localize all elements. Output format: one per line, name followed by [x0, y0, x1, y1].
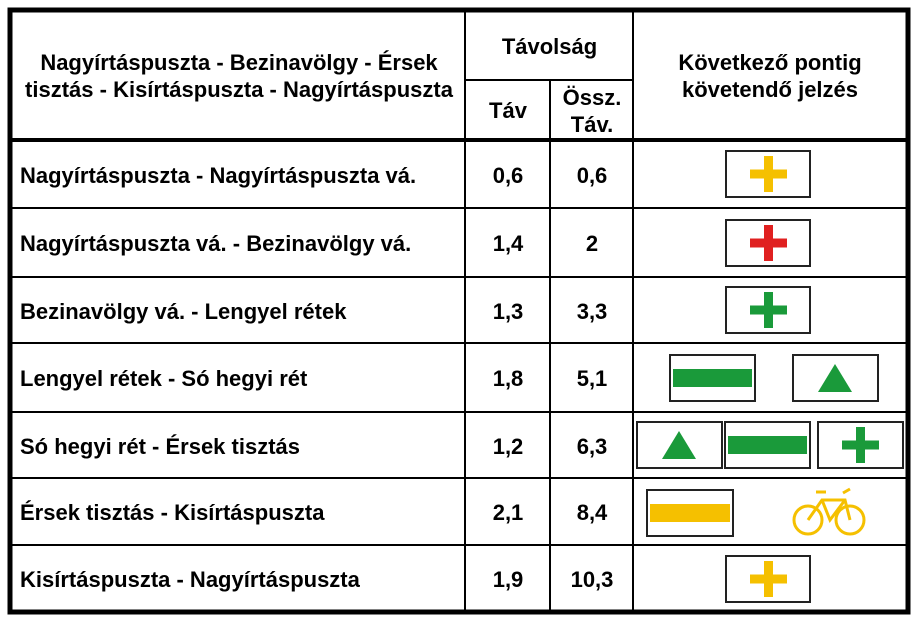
- route-cell: Kisírtáspuszta - Nagyírtáspuszta: [20, 567, 360, 592]
- sign-row-5: [636, 421, 904, 469]
- distance-cell: 0,6: [492, 162, 524, 188]
- total-distance-cell: 8,4: [576, 500, 608, 525]
- sign-row-2: [725, 219, 811, 267]
- route-cell: Nagyírtáspuszta - Nagyírtáspuszta vá.: [20, 162, 417, 188]
- sign-row-1: [725, 150, 811, 198]
- grid-lines: [7, 7, 911, 615]
- distance-cell: 1,4: [492, 231, 524, 256]
- header-total: Össz. Táv.: [562, 84, 622, 137]
- route-cell: Nagyírtáspuszta vá. - Bezinavölgy vá.: [20, 231, 412, 256]
- sign-row-7: [725, 555, 811, 603]
- header-distance: Távolság: [501, 33, 598, 59]
- distance-cell: 2,1: [492, 500, 524, 525]
- distance-cell: 1,3: [492, 298, 524, 324]
- total-distance-cell: 0,6: [576, 162, 608, 188]
- total-distance-cell: 6,3: [576, 433, 608, 459]
- total-distance-cell: 5,1: [576, 366, 608, 391]
- distance-cell: 1,9: [492, 567, 524, 592]
- total-distance-cell: 2: [585, 231, 599, 256]
- route-cell: Lengyel rétek - Só hegyi rét: [20, 366, 308, 391]
- route-cell: Só hegyi rét - Érsek tisztás: [20, 433, 300, 459]
- sign-row-3: [725, 286, 811, 334]
- bicycle-icon: [792, 487, 866, 536]
- distance-cell: 1,2: [492, 433, 524, 459]
- route-cell: Érsek tisztás - Kisírtáspuszta: [20, 500, 325, 525]
- header-dist: Táv: [489, 98, 527, 123]
- header-sign: Következő pontig követendő jelzés: [678, 50, 862, 102]
- sign-row-4: [669, 354, 879, 402]
- total-distance-cell: 3,3: [576, 298, 608, 324]
- total-distance-cell: 10,3: [570, 567, 614, 592]
- sign-row-6: [646, 487, 866, 537]
- header-route: Nagyírtáspuszta - Bezinavölgy - Érsek ti…: [25, 50, 453, 102]
- route-cell: Bezinavölgy vá. - Lengyel rétek: [20, 298, 347, 324]
- distance-cell: 1,8: [492, 366, 524, 391]
